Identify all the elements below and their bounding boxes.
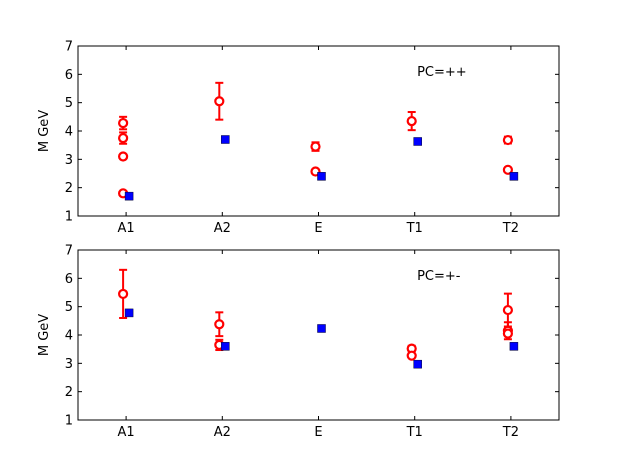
y-tick-label: 1	[65, 414, 73, 429]
y-tick-label: 7	[65, 244, 73, 259]
y-tick-label: 5	[65, 300, 73, 315]
x-tick-label: A2	[214, 425, 231, 440]
y-tick-label: 7	[65, 40, 73, 55]
y-tick-label: 3	[65, 357, 73, 372]
y-tick-label: 6	[65, 272, 73, 287]
x-tick-label: A1	[118, 425, 135, 440]
x-tick-label: E	[314, 425, 322, 440]
hollow-circle-series	[117, 81, 513, 199]
filled-square-point	[317, 324, 326, 333]
hollow-circle-point	[117, 117, 129, 129]
x-tick-label: T2	[502, 221, 519, 236]
hollow-circle-point	[214, 96, 225, 107]
hollow-circle-point	[502, 304, 513, 316]
y-tick-label: 4	[65, 125, 73, 140]
hollow-circle-point	[117, 132, 129, 144]
filled-square-point	[413, 359, 422, 369]
x-tick-label: T2	[502, 425, 519, 440]
filled-square-point	[124, 308, 134, 318]
filled-square-point	[509, 342, 519, 351]
y-tick-label: 2	[65, 385, 73, 400]
hollow-circle-point	[406, 350, 417, 361]
axes-frame	[77, 45, 560, 217]
filled-square-point	[317, 172, 326, 181]
filled-square-point	[413, 137, 422, 146]
filled-square-point	[509, 172, 519, 181]
panel-annotation: PC=+-	[417, 269, 461, 284]
hollow-circle-point	[406, 115, 417, 127]
y-tick-label: 6	[65, 68, 73, 83]
chart-panel-2: 1 2 3 4 5 6 7 A1 A2 E T1 T2 M GeV PC=+-	[37, 244, 560, 440]
filled-square-point	[221, 135, 230, 144]
panel-annotation: PC=++	[417, 65, 467, 80]
hollow-circle-point	[117, 151, 129, 162]
x-tick-label: T1	[406, 425, 423, 440]
hollow-circle-point	[502, 134, 513, 146]
x-tick-label: A2	[214, 221, 231, 236]
x-tick-label: T1	[406, 221, 423, 236]
filled-square-point	[124, 191, 134, 201]
chart-panel-1: 1 2 3 4 5 6 7 A1 A2 E T1 T2 M GeV PC=++	[37, 40, 560, 236]
hollow-circle-point	[214, 319, 225, 330]
y-tick-label: 3	[65, 153, 73, 168]
y-axis-label: M GeV	[37, 314, 52, 356]
axes-frame	[77, 249, 560, 421]
y-tick-label: 1	[65, 210, 73, 225]
hollow-circle-point	[117, 288, 129, 300]
hollow-circle-point	[310, 141, 321, 152]
hollow-circle-point	[502, 164, 513, 175]
filled-square-series	[124, 308, 519, 369]
y-axis-label: M GeV	[37, 110, 52, 152]
y-tick-label: 2	[65, 181, 73, 196]
x-tick-label: E	[314, 221, 322, 236]
x-tick-label: A1	[118, 221, 135, 236]
filled-square-series	[124, 135, 519, 201]
filled-square-point	[221, 342, 230, 351]
y-tick-label: 5	[65, 96, 73, 111]
hollow-circle-point	[502, 328, 513, 339]
y-tick-label: 4	[65, 329, 73, 344]
